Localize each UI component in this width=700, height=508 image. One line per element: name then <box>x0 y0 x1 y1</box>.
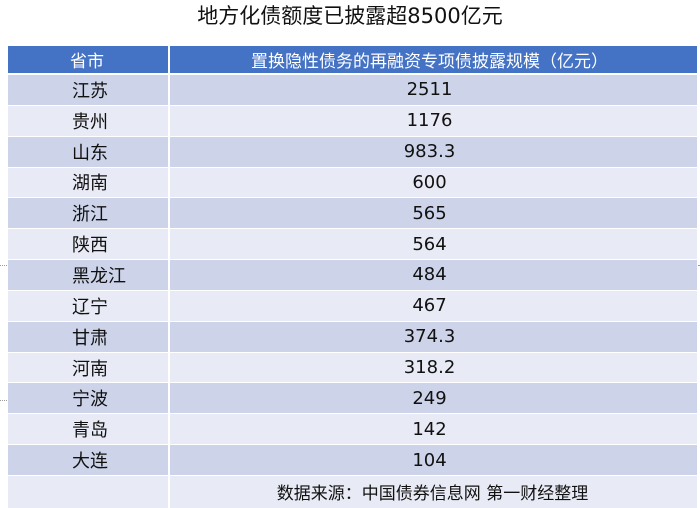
region-cell: 宁波 <box>8 383 170 414</box>
amount-cell: 2511 <box>406 79 453 101</box>
amount-cell: 600 <box>412 171 447 193</box>
region-cell: 辽宁 <box>8 290 170 321</box>
region-cell: 湖南 <box>8 167 170 198</box>
guide-line <box>0 400 7 401</box>
table-header: 省市 置换隐性债务的再融资专项债披露规模（亿元） <box>8 46 697 75</box>
amount-cell: 374.3 <box>403 326 456 348</box>
guide-line <box>698 265 700 266</box>
source-empty-cell <box>8 475 170 508</box>
amount-cell: 564 <box>412 233 447 255</box>
data-table: 省市 置换隐性债务的再融资专项债披露规模（亿元） 江苏 2511 贵州 1176… <box>8 46 697 508</box>
region-cell: 甘肃 <box>8 321 170 352</box>
source-note: 数据来源：中国债券信息网 第一财经整理 <box>276 484 589 505</box>
source-note-row: 数据来源：中国债券信息网 第一财经整理 <box>8 475 697 508</box>
table-row: 山东 983.3 <box>8 136 697 168</box>
table-row: 湖南 600 <box>8 167 697 199</box>
amount-cell: 983.3 <box>403 141 456 163</box>
header-amount: 置换隐性债务的再融资专项债披露规模（亿元） <box>251 52 608 72</box>
table-row: 江苏 2511 <box>8 75 697 106</box>
table-row: 宁波 249 <box>8 383 697 415</box>
region-cell: 贵州 <box>8 105 170 136</box>
region-cell: 黑龙江 <box>8 260 170 290</box>
amount-cell: 467 <box>412 295 447 317</box>
amount-cell: 249 <box>412 387 447 409</box>
table-row: 辽宁 467 <box>8 290 697 322</box>
amount-cell: 484 <box>412 264 447 286</box>
amount-cell: 1176 <box>406 110 453 132</box>
amount-cell: 142 <box>412 418 447 440</box>
region-cell: 河南 <box>8 352 170 383</box>
table-row: 贵州 1176 <box>8 105 697 137</box>
region-cell: 浙江 <box>8 198 170 229</box>
region-cell: 江苏 <box>8 75 170 105</box>
amount-cell: 565 <box>412 202 447 224</box>
page-title: 地方化债额度已披露超8500亿元 <box>197 4 503 28</box>
table-row: 大连 104 <box>8 445 697 476</box>
header-region: 省市 <box>8 46 170 73</box>
guide-line <box>0 265 7 266</box>
table-row: 陕西 564 <box>8 229 697 261</box>
region-cell: 青岛 <box>8 414 170 445</box>
table-row: 河南 318.2 <box>8 352 697 384</box>
region-cell: 大连 <box>8 445 170 475</box>
table-row: 甘肃 374.3 <box>8 321 697 353</box>
region-cell: 陕西 <box>8 229 170 260</box>
table-row: 浙江 565 <box>8 198 697 230</box>
table-row: 黑龙江 484 <box>8 260 697 291</box>
region-cell: 山东 <box>8 136 170 167</box>
table-row: 青岛 142 <box>8 414 697 446</box>
amount-cell: 104 <box>412 449 447 471</box>
amount-cell: 318.2 <box>403 357 456 379</box>
